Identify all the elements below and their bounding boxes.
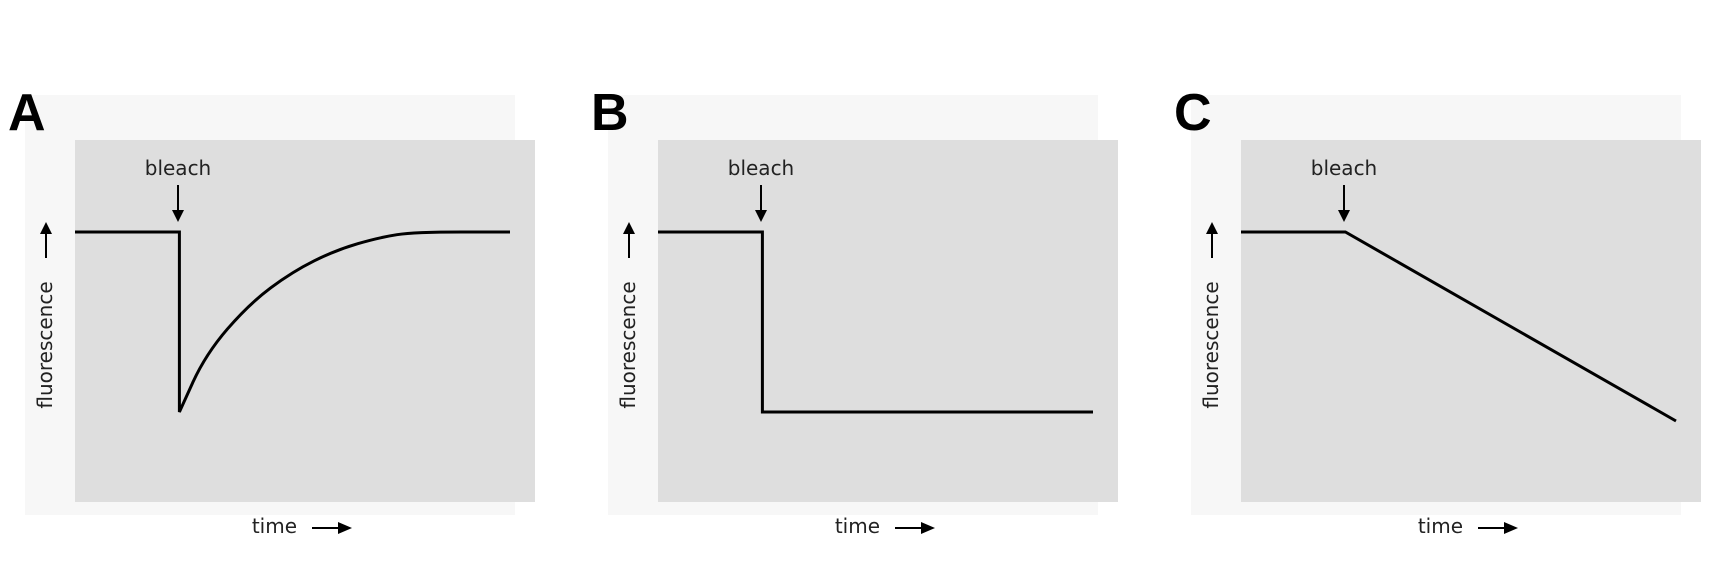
bleach-label: bleach xyxy=(728,156,794,180)
fluorescence-curve xyxy=(658,230,1093,414)
y-axis-arrow-icon xyxy=(1206,222,1218,234)
x-axis-label: time xyxy=(1418,514,1463,538)
plot-area xyxy=(1241,140,1701,502)
y-axis-arrow-icon xyxy=(40,222,52,234)
x-axis-arrow-icon xyxy=(921,522,935,534)
y-axis-arrow-icon xyxy=(623,222,635,234)
panel-c: C bleach fluorescence time xyxy=(1166,0,1716,565)
plot-area xyxy=(75,140,535,502)
bleach-arrow-icon xyxy=(755,210,767,222)
panel-b: B bleach fluorescence time xyxy=(583,0,1155,565)
y-axis-label: fluorescence xyxy=(1199,281,1223,408)
panel-letter: A xyxy=(8,84,46,142)
y-axis-label: fluorescence xyxy=(616,281,640,408)
bleach-arrow-icon xyxy=(172,210,184,222)
x-axis-label: time xyxy=(252,514,297,538)
panel-a: A bleach fluorescence time xyxy=(0,0,572,565)
panel-letter: B xyxy=(591,84,629,142)
y-axis-label: fluorescence xyxy=(33,281,57,408)
fluorescence-curve xyxy=(1241,230,1677,423)
chart-c-svg: C bleach fluorescence time xyxy=(1174,84,1701,538)
bleach-arrow-icon xyxy=(1338,210,1350,222)
bleach-label: bleach xyxy=(1311,156,1377,180)
bleach-label: bleach xyxy=(145,156,211,180)
plot-area xyxy=(658,140,1118,502)
x-axis-arrow-icon xyxy=(1504,522,1518,534)
chart-a-svg: A bleach fluorescence time xyxy=(8,84,535,538)
x-axis-label: time xyxy=(835,514,880,538)
fluorescence-curve xyxy=(75,230,510,413)
panel-letter: C xyxy=(1174,84,1212,142)
chart-b-svg: B bleach fluorescence time xyxy=(591,84,1118,538)
x-axis-arrow-icon xyxy=(338,522,352,534)
